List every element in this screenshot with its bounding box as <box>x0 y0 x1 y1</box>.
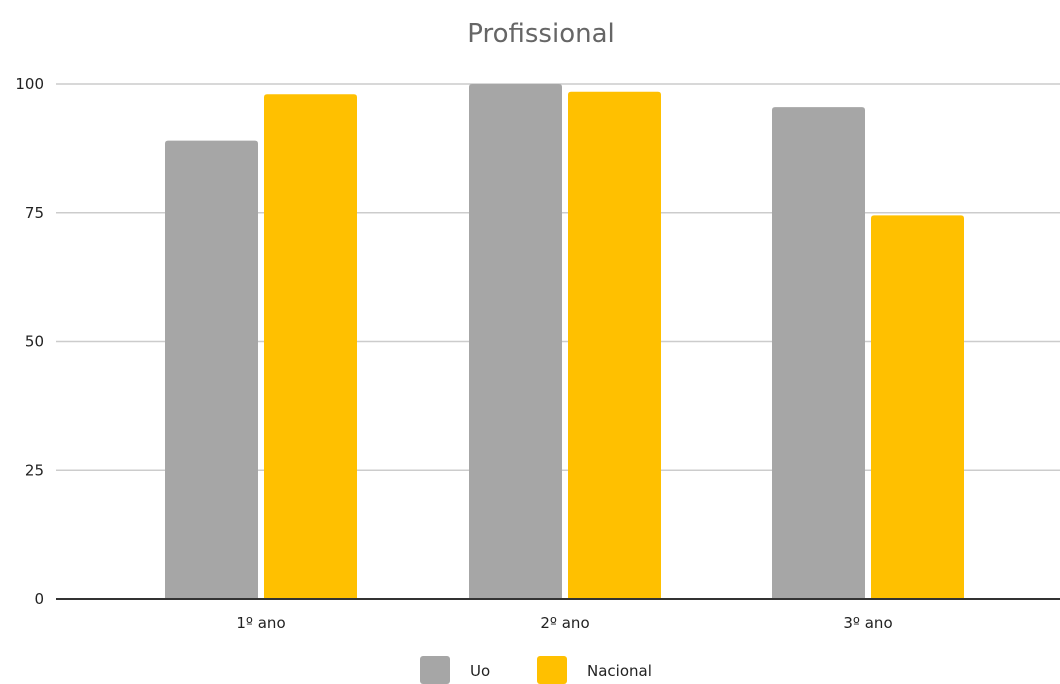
x-tick-label: 2º ano <box>540 614 589 632</box>
legend-label: Nacional <box>587 662 652 680</box>
bar-uo-3 <box>772 107 865 600</box>
bars <box>165 84 964 600</box>
x-tick-label: 3º ano <box>843 614 892 632</box>
bar-uo-1 <box>165 140 258 599</box>
legend-item-uo: Uo <box>420 656 490 684</box>
chart-title: Profissional <box>467 19 614 49</box>
y-tick-label: 100 <box>15 75 44 93</box>
y-tick-label: 75 <box>25 204 44 222</box>
bar-nacional-2 <box>568 91 661 599</box>
legend-swatch <box>537 656 567 684</box>
y-tick-label: 50 <box>25 333 44 351</box>
bar-uo-2 <box>469 84 562 599</box>
y-axis-ticks: 0 25 50 75 100 <box>15 75 44 608</box>
legend-item-nacional: Nacional <box>537 656 652 684</box>
bar-nacional-1 <box>264 94 357 600</box>
bar-nacional-3 <box>871 215 964 599</box>
legend-swatch <box>420 656 450 684</box>
legend-label: Uo <box>470 662 490 680</box>
x-axis-ticks: 1º ano 2º ano 3º ano <box>236 614 892 632</box>
legend: Uo Nacional <box>420 656 652 684</box>
y-tick-label: 25 <box>25 461 44 479</box>
y-tick-label: 0 <box>34 590 44 608</box>
x-tick-label: 1º ano <box>236 614 285 632</box>
